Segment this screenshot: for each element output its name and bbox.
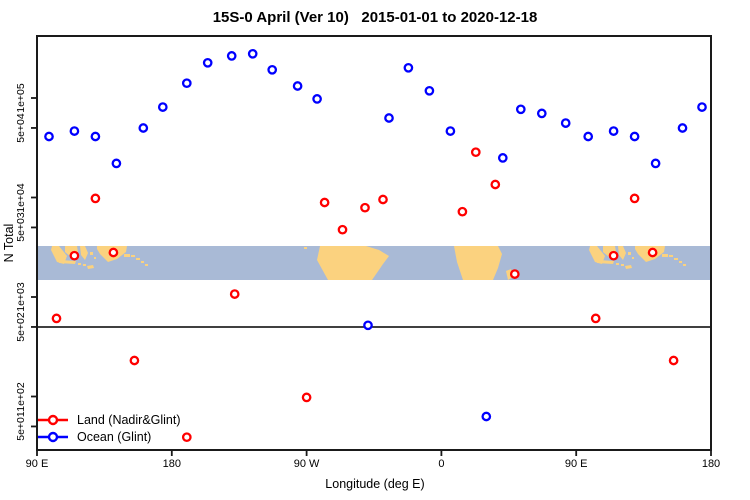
data-point-ocean xyxy=(481,411,492,422)
data-point-ocean xyxy=(629,131,640,142)
x-tick-label: 90 E xyxy=(564,458,588,470)
data-point-ocean xyxy=(267,64,278,75)
x-tick-label: 90 W xyxy=(293,458,320,470)
x-tick-label: 0 xyxy=(438,458,445,470)
y-tick-label: 1e+02 xyxy=(15,381,27,412)
x-tick-label: 180 xyxy=(701,458,721,470)
data-point-land xyxy=(51,313,62,324)
data-point-ocean xyxy=(247,48,258,59)
data-point-ocean xyxy=(650,158,661,169)
data-point-ocean xyxy=(363,320,373,331)
data-point-land xyxy=(590,313,601,324)
data-point-ocean xyxy=(697,102,707,112)
data-point-land xyxy=(490,179,501,190)
legend-marker-point xyxy=(47,414,59,426)
data-point-ocean xyxy=(515,104,526,115)
legend-marker-point xyxy=(47,431,59,443)
data-point-land xyxy=(608,250,619,261)
plot-border xyxy=(36,35,712,451)
data-point-land xyxy=(378,194,388,205)
data-point-land xyxy=(629,193,640,204)
data-point-land xyxy=(69,250,80,261)
x-tick-label: 180 xyxy=(162,458,181,470)
data-point-ocean xyxy=(312,94,322,104)
data-point-ocean xyxy=(608,126,619,136)
chart-title: 15S-0 April (Ver 10) 2015-01-01 to 2020-… xyxy=(212,9,538,26)
data-point-land xyxy=(457,206,468,217)
data-point-land xyxy=(319,197,330,208)
data-point-land xyxy=(647,247,658,258)
data-point-ocean xyxy=(677,123,688,133)
data-point-ocean xyxy=(44,131,54,142)
data-point-land xyxy=(90,193,101,204)
data-point-land xyxy=(181,432,192,443)
data-point-ocean xyxy=(90,131,101,142)
data-point-land xyxy=(470,147,481,158)
y-tick-label: 1e+04 xyxy=(15,182,27,213)
data-point-ocean xyxy=(384,113,394,123)
legend-label-land: Land (Nadir&Glint) xyxy=(77,413,181,427)
data-point-land xyxy=(360,202,370,213)
x-tick-label: 90 E xyxy=(25,458,49,470)
data-point-land xyxy=(337,224,348,235)
data-point-land xyxy=(301,392,312,403)
data-point-land xyxy=(668,355,679,366)
data-point-ocean xyxy=(536,108,547,119)
data-point-land xyxy=(229,289,240,299)
y-tick-label: 5e+04 xyxy=(15,113,27,143)
y-tick-label: 5e+02 xyxy=(15,312,27,342)
y-tick-label: 5e+03 xyxy=(15,212,27,243)
legend-label-ocean: Ocean (Glint) xyxy=(77,430,152,444)
x-axis-title: Longitude (deg E) xyxy=(325,477,425,491)
data-point-ocean xyxy=(157,102,168,112)
data-point-ocean xyxy=(226,51,237,61)
data-point-ocean xyxy=(583,131,594,142)
data-point-land xyxy=(509,269,520,279)
data-point-land xyxy=(108,247,119,258)
data-point-ocean xyxy=(403,62,414,73)
data-point-ocean xyxy=(292,81,303,91)
data-point-ocean xyxy=(445,126,456,136)
y-axis-title: N Total xyxy=(2,223,16,263)
data-point-ocean xyxy=(497,153,508,163)
y-tick-label: 5e+01 xyxy=(15,411,27,442)
data-point-ocean xyxy=(138,123,149,133)
data-point-ocean xyxy=(560,118,571,128)
data-point-ocean xyxy=(181,78,192,89)
data-point-land xyxy=(129,355,140,366)
y-tick-label: 1e+03 xyxy=(15,282,27,312)
data-point-ocean xyxy=(111,158,122,169)
data-point-ocean xyxy=(424,85,435,96)
data-point-ocean xyxy=(202,57,213,68)
y-tick-label: 1e+05 xyxy=(15,83,27,113)
data-point-ocean xyxy=(69,126,80,136)
